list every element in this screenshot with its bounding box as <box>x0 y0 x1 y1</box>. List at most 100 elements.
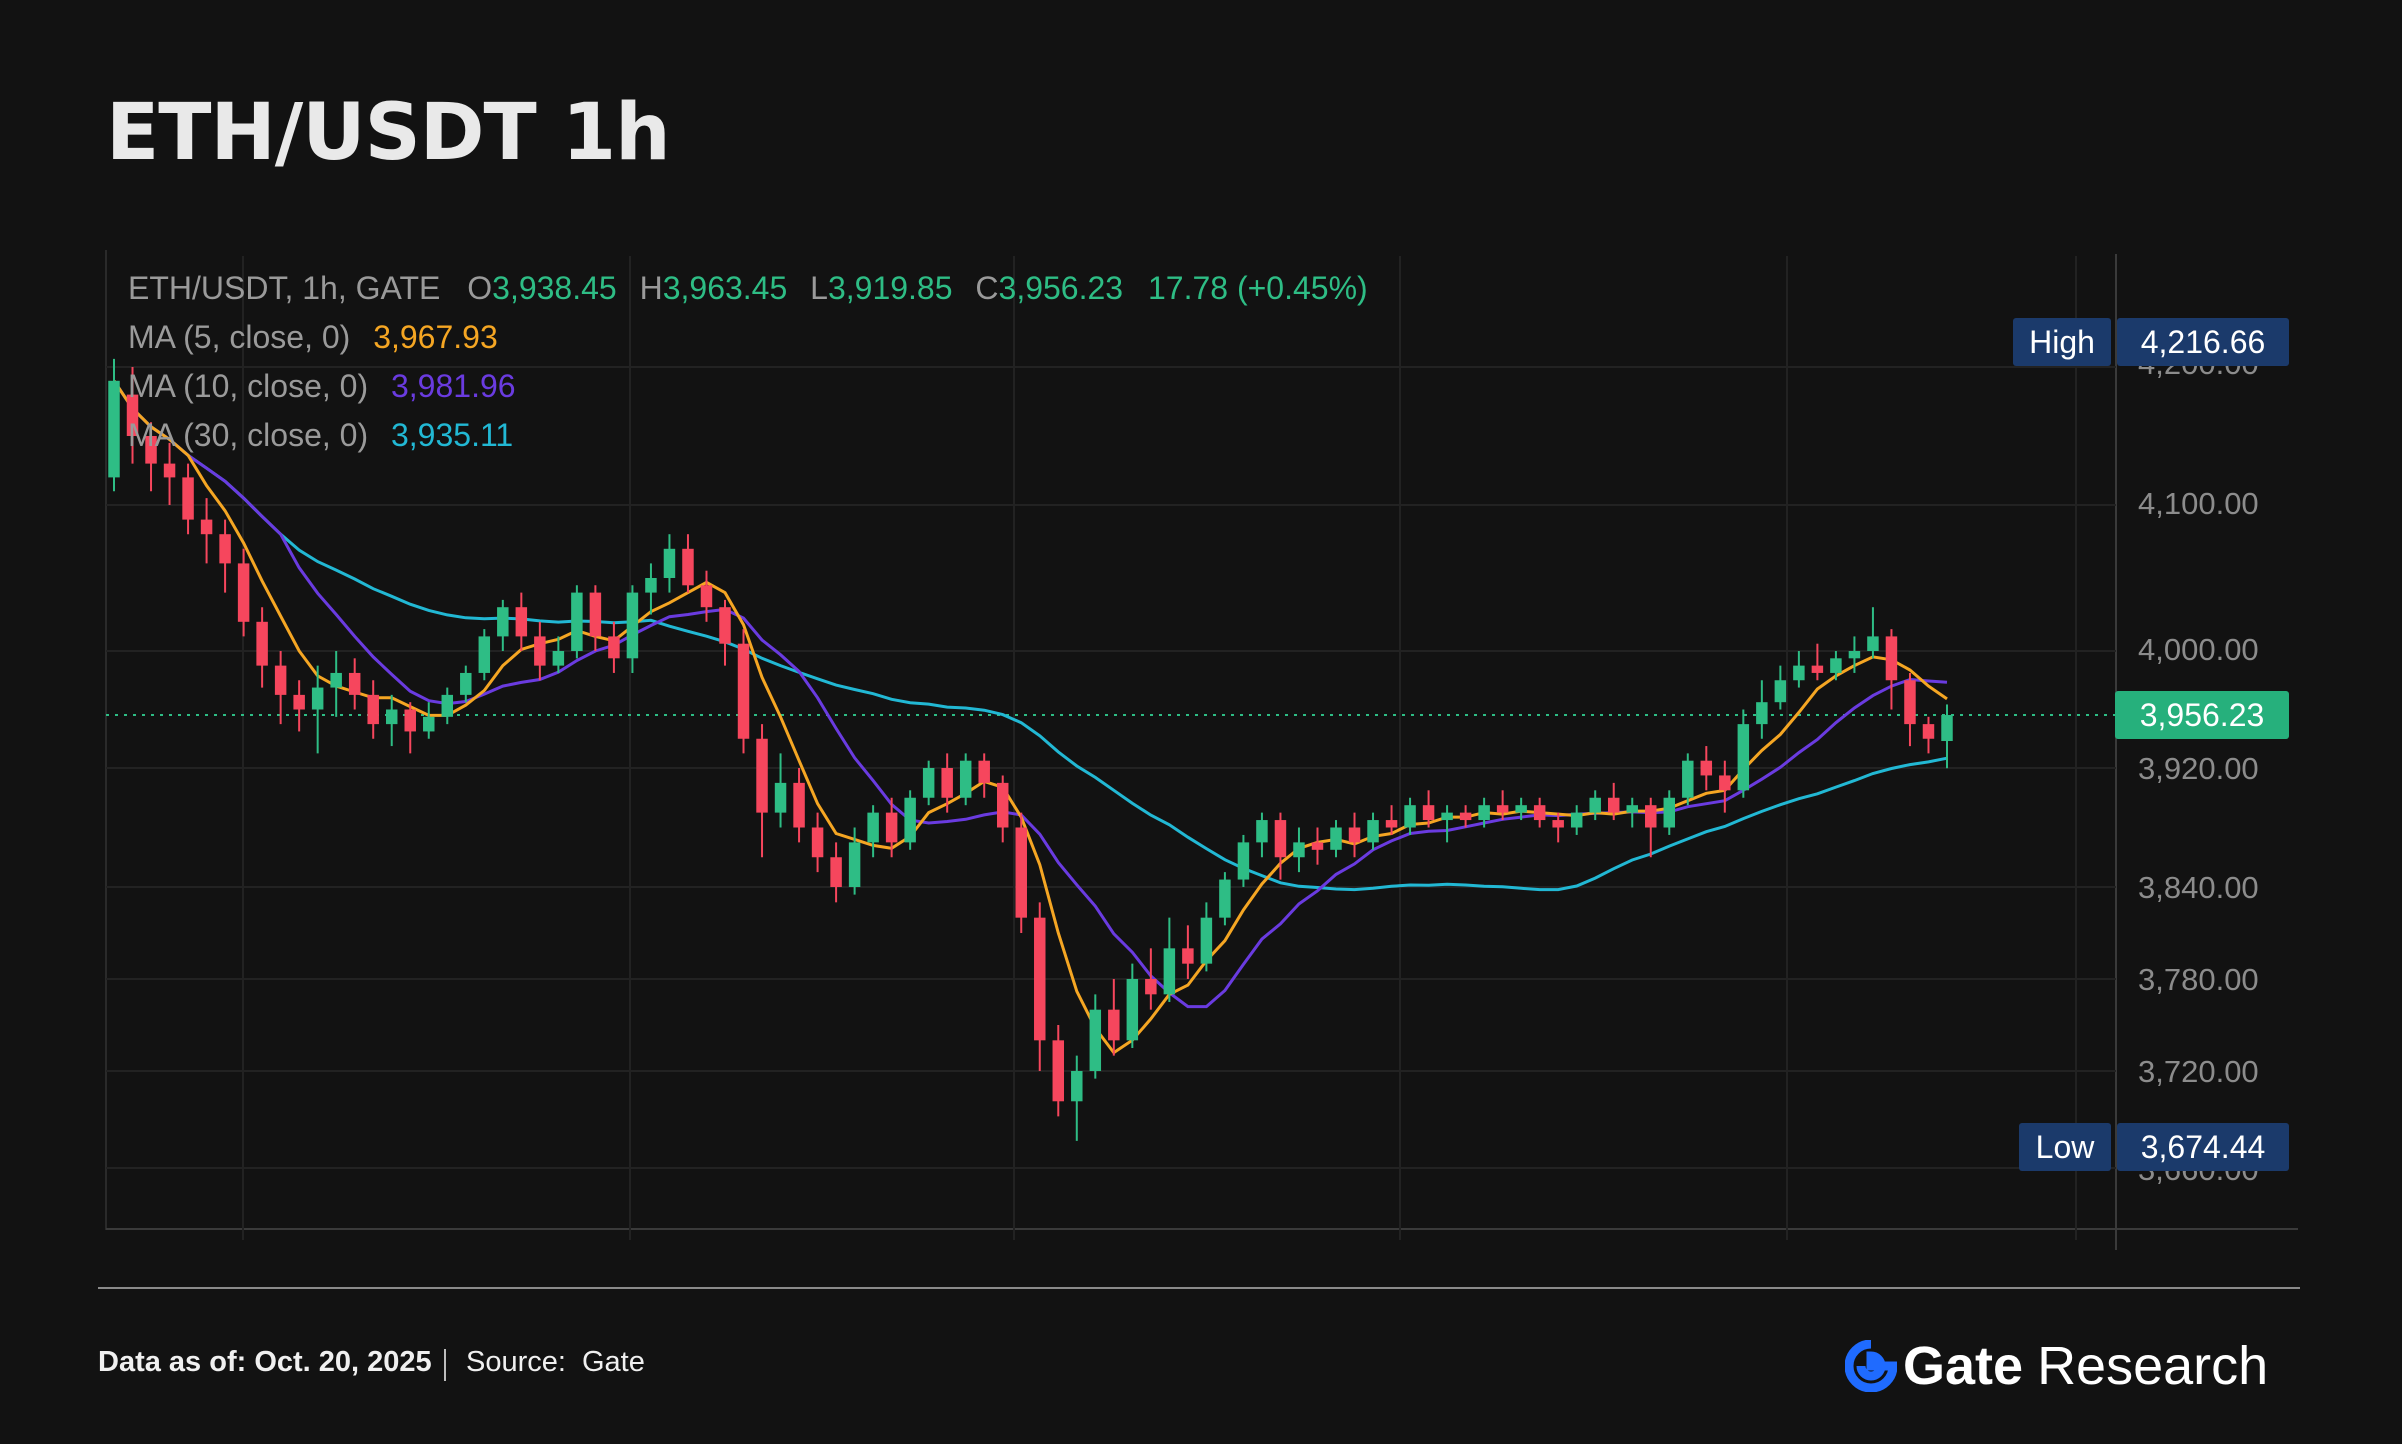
y-tick-label: 3,840.00 <box>2138 870 2259 905</box>
low-tag-label: Low <box>2019 1123 2111 1171</box>
candle-down <box>941 768 953 798</box>
candle-up <box>1367 820 1379 843</box>
low-key: L <box>810 270 828 306</box>
brand-sub: Research <box>2037 1336 2269 1396</box>
candle-up <box>922 768 935 798</box>
candle-up <box>959 760 972 798</box>
candle-down <box>404 709 416 732</box>
candle-up <box>1071 1071 1083 1102</box>
y-tick-label: 3,780.00 <box>2138 962 2259 997</box>
candle-down <box>274 665 287 695</box>
low-tag-value: 3,674.44 <box>2117 1123 2289 1171</box>
high-tag-value: 4,216.66 <box>2117 318 2289 366</box>
candle-up <box>867 812 879 843</box>
candle-down <box>145 436 157 464</box>
candle-down <box>1496 805 1509 813</box>
candle-down <box>1922 724 1935 739</box>
candle-up <box>1626 805 1638 813</box>
change-value: 17.78 (+0.45%) <box>1147 270 1368 306</box>
candle-down <box>719 607 731 644</box>
ma5-legend: MA (5, close, 0) 3,967.93 <box>128 319 498 356</box>
candle-down <box>182 477 194 520</box>
candle-down <box>293 694 305 710</box>
candle-down <box>515 607 528 637</box>
candle-down <box>589 592 602 637</box>
candle-up <box>1848 651 1861 659</box>
candle-up <box>1237 842 1250 880</box>
candle-up <box>478 636 491 673</box>
candle-up <box>1737 724 1750 791</box>
candle-up <box>1589 797 1601 813</box>
candle-down <box>1182 948 1194 964</box>
close-value: 3,956.23 <box>998 270 1124 306</box>
ma10-legend: MA (10, close, 0) 3,981.96 <box>128 368 516 405</box>
candle-up <box>1570 812 1583 828</box>
ma5-line <box>112 379 1948 1055</box>
candle-down <box>682 548 694 586</box>
high-value: 3,963.45 <box>662 270 788 306</box>
candle-up <box>904 797 916 843</box>
ma5-path <box>112 379 1948 1055</box>
candle-up <box>1219 879 1231 918</box>
ma10-line <box>112 379 1948 1009</box>
source-value: Gate <box>582 1346 645 1378</box>
candle-up <box>441 694 454 717</box>
y-tick-label: 4,100.00 <box>2138 486 2259 521</box>
candle-up <box>1089 1009 1102 1071</box>
candle-down <box>737 643 750 739</box>
candle-up <box>1163 948 1176 995</box>
open-key: O <box>467 270 493 306</box>
candle-up <box>330 672 342 688</box>
gate-research-logo: Gate Research <box>1845 1330 2268 1402</box>
candle-down <box>1145 979 1157 995</box>
candle-up <box>552 651 565 666</box>
ma30-line <box>112 379 1948 892</box>
chart-title: ETH/USDT 1h <box>106 88 671 178</box>
brand-name: Gate <box>1903 1336 2024 1396</box>
high-tag-label: High <box>2013 318 2111 366</box>
candle-down <box>978 760 990 783</box>
candle-down <box>1108 1009 1120 1041</box>
symbol-label: ETH/USDT, 1h, GATE <box>128 270 441 306</box>
candle-down <box>1034 917 1046 1041</box>
candle-up <box>645 578 657 593</box>
candle-up <box>385 709 398 725</box>
y-tick-label: 4,000.00 <box>2138 632 2259 667</box>
candle-down <box>830 857 842 887</box>
footer-separator <box>444 1349 446 1381</box>
candle-up <box>1126 979 1139 1041</box>
candle-down <box>200 519 213 535</box>
candle-up <box>1663 797 1676 828</box>
candle-up <box>1774 680 1787 703</box>
candle-up <box>311 687 324 710</box>
candle-down <box>1052 1040 1065 1102</box>
candle-down <box>1904 680 1916 725</box>
candle-up <box>848 842 861 887</box>
candle-down <box>1422 805 1435 821</box>
candles <box>108 358 1953 1141</box>
candle-up <box>1830 658 1842 673</box>
candle-up <box>497 607 509 637</box>
ma30-legend: MA (30, close, 0) 3,935.11 <box>128 417 513 454</box>
ma30-label: MA (30, close, 0) <box>128 417 369 453</box>
candle-up <box>1515 805 1527 813</box>
candle-down <box>1885 636 1898 681</box>
ohlc-legend: ETH/USDT, 1h, GATE O3,938.45 H3,963.45 L… <box>128 270 1368 307</box>
footer-divider <box>98 1287 2300 1289</box>
y-tick-label: 3,720.00 <box>2138 1054 2259 1089</box>
candle-up <box>1756 702 1768 725</box>
candle-down <box>1607 797 1620 813</box>
close-key: C <box>975 270 999 306</box>
open-value: 3,938.45 <box>492 270 617 306</box>
candle-down <box>1459 812 1472 821</box>
candle-up <box>1793 665 1805 681</box>
ma30-value: 3,935.11 <box>390 417 514 453</box>
candle-down <box>126 394 139 436</box>
candle-down <box>885 812 898 843</box>
candle-down <box>348 672 361 695</box>
candle-down <box>1552 820 1564 828</box>
ma30-path <box>112 379 1948 892</box>
candle-up <box>108 380 120 478</box>
gate-logo-icon <box>1845 1340 1897 1392</box>
